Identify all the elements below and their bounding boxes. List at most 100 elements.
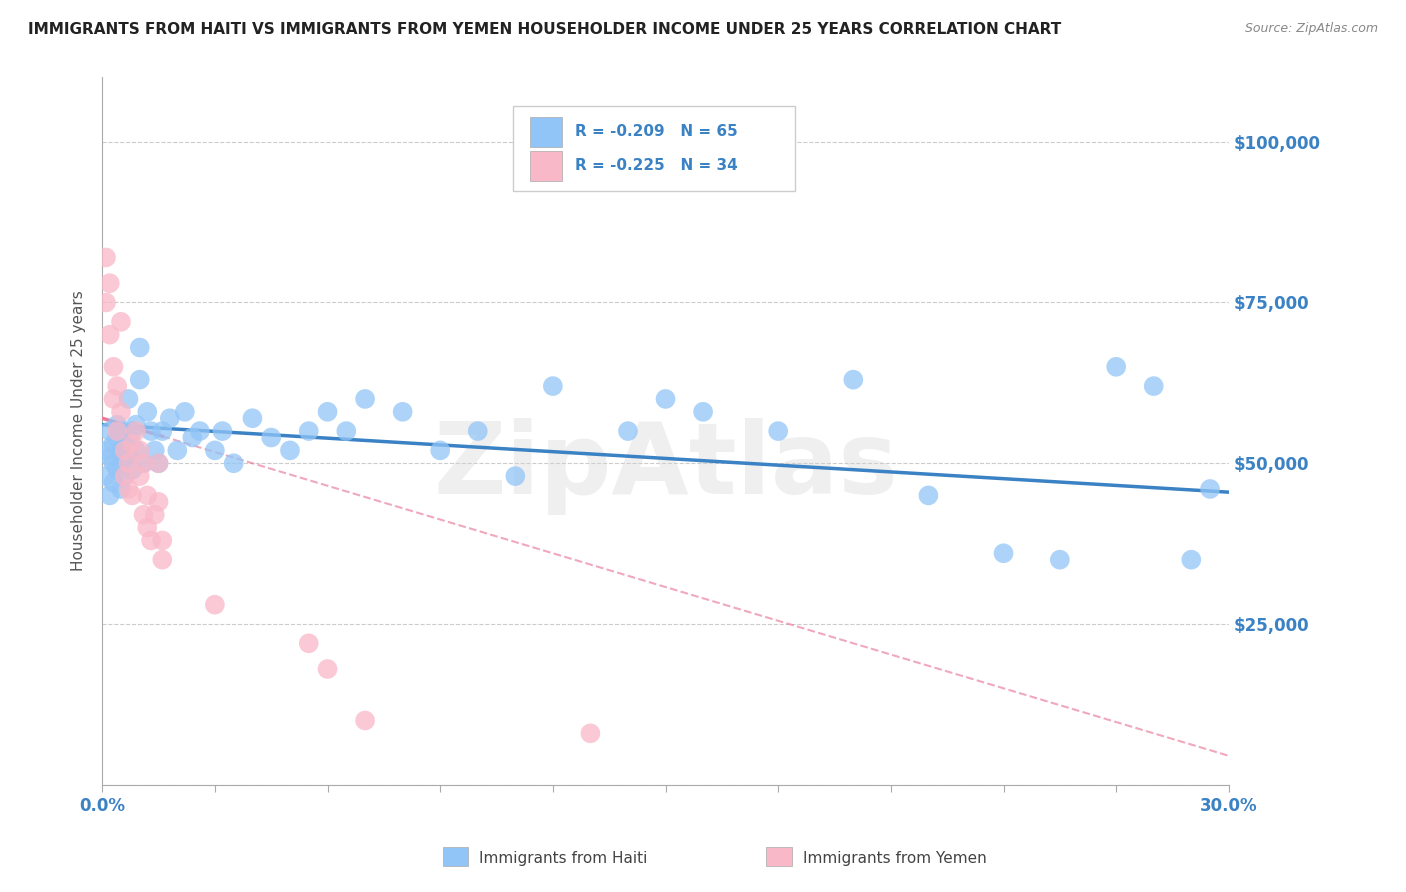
Point xyxy=(117,431,139,445)
Point xyxy=(128,443,150,458)
Point xyxy=(316,662,339,676)
Bar xyxy=(530,151,562,181)
Point xyxy=(114,437,136,451)
Point xyxy=(166,443,188,458)
Point xyxy=(211,424,233,438)
Point xyxy=(136,520,159,534)
Point xyxy=(128,469,150,483)
Point xyxy=(110,482,132,496)
Point xyxy=(114,469,136,483)
Point xyxy=(110,315,132,329)
Point xyxy=(94,295,117,310)
Point xyxy=(181,431,204,445)
Point xyxy=(103,392,125,406)
Point xyxy=(150,424,173,438)
Text: ZipAtlas: ZipAtlas xyxy=(433,418,898,515)
Point xyxy=(94,251,117,265)
Point xyxy=(541,379,564,393)
Point xyxy=(110,443,132,458)
Point xyxy=(105,379,128,393)
Point xyxy=(132,456,155,470)
Point xyxy=(204,443,226,458)
Point xyxy=(132,508,155,522)
Point xyxy=(110,424,132,438)
Point xyxy=(103,456,125,470)
Point xyxy=(117,443,139,458)
Point xyxy=(114,450,136,464)
Point xyxy=(316,405,339,419)
Point xyxy=(98,450,121,464)
Point xyxy=(222,456,245,470)
Point xyxy=(143,508,166,522)
Point xyxy=(103,437,125,451)
Point xyxy=(114,443,136,458)
Point xyxy=(579,726,602,740)
Point xyxy=(354,392,377,406)
Point xyxy=(242,411,264,425)
Point xyxy=(114,469,136,483)
Point xyxy=(148,456,170,470)
FancyBboxPatch shape xyxy=(513,106,794,191)
Point xyxy=(94,469,117,483)
Point xyxy=(105,431,128,445)
Point xyxy=(1105,359,1128,374)
Point xyxy=(121,463,143,477)
Point xyxy=(105,463,128,477)
Point xyxy=(1180,552,1202,566)
Point xyxy=(429,443,451,458)
Point xyxy=(335,424,357,438)
Point xyxy=(139,533,162,548)
Text: R = -0.225   N = 34: R = -0.225 N = 34 xyxy=(575,159,738,173)
Point xyxy=(94,443,117,458)
Point xyxy=(260,431,283,445)
Point xyxy=(1199,482,1222,496)
Point xyxy=(128,341,150,355)
Point xyxy=(128,373,150,387)
Point xyxy=(654,392,676,406)
Point xyxy=(148,456,170,470)
Point xyxy=(1143,379,1166,393)
Point xyxy=(98,488,121,502)
Point xyxy=(103,475,125,490)
Text: IMMIGRANTS FROM HAITI VS IMMIGRANTS FROM YEMEN HOUSEHOLDER INCOME UNDER 25 YEARS: IMMIGRANTS FROM HAITI VS IMMIGRANTS FROM… xyxy=(28,22,1062,37)
Point xyxy=(204,598,226,612)
Point xyxy=(298,636,321,650)
Point xyxy=(98,276,121,290)
Point xyxy=(148,495,170,509)
Bar xyxy=(530,117,562,147)
Point xyxy=(105,424,128,438)
Point xyxy=(139,424,162,438)
Point xyxy=(125,417,148,432)
Point xyxy=(110,456,132,470)
Point xyxy=(188,424,211,438)
Point xyxy=(105,417,128,432)
Text: R = -0.209   N = 65: R = -0.209 N = 65 xyxy=(575,124,738,139)
Point xyxy=(298,424,321,438)
Point xyxy=(354,714,377,728)
Point xyxy=(278,443,301,458)
Point xyxy=(132,456,155,470)
Point xyxy=(391,405,413,419)
Point xyxy=(505,469,527,483)
Point xyxy=(917,488,939,502)
Text: Immigrants from Haiti: Immigrants from Haiti xyxy=(479,851,648,865)
Point xyxy=(125,424,148,438)
Point xyxy=(136,488,159,502)
Point xyxy=(692,405,714,419)
Point xyxy=(98,327,121,342)
Point xyxy=(110,405,132,419)
Point xyxy=(150,533,173,548)
Point xyxy=(1049,552,1071,566)
Point xyxy=(617,424,640,438)
Point xyxy=(993,546,1015,560)
Point xyxy=(842,373,865,387)
Point xyxy=(143,443,166,458)
Text: Immigrants from Yemen: Immigrants from Yemen xyxy=(803,851,987,865)
Point xyxy=(125,443,148,458)
Point xyxy=(467,424,489,438)
Text: Source: ZipAtlas.com: Source: ZipAtlas.com xyxy=(1244,22,1378,36)
Point xyxy=(117,482,139,496)
Point xyxy=(117,392,139,406)
Point xyxy=(159,411,181,425)
Point xyxy=(121,424,143,438)
